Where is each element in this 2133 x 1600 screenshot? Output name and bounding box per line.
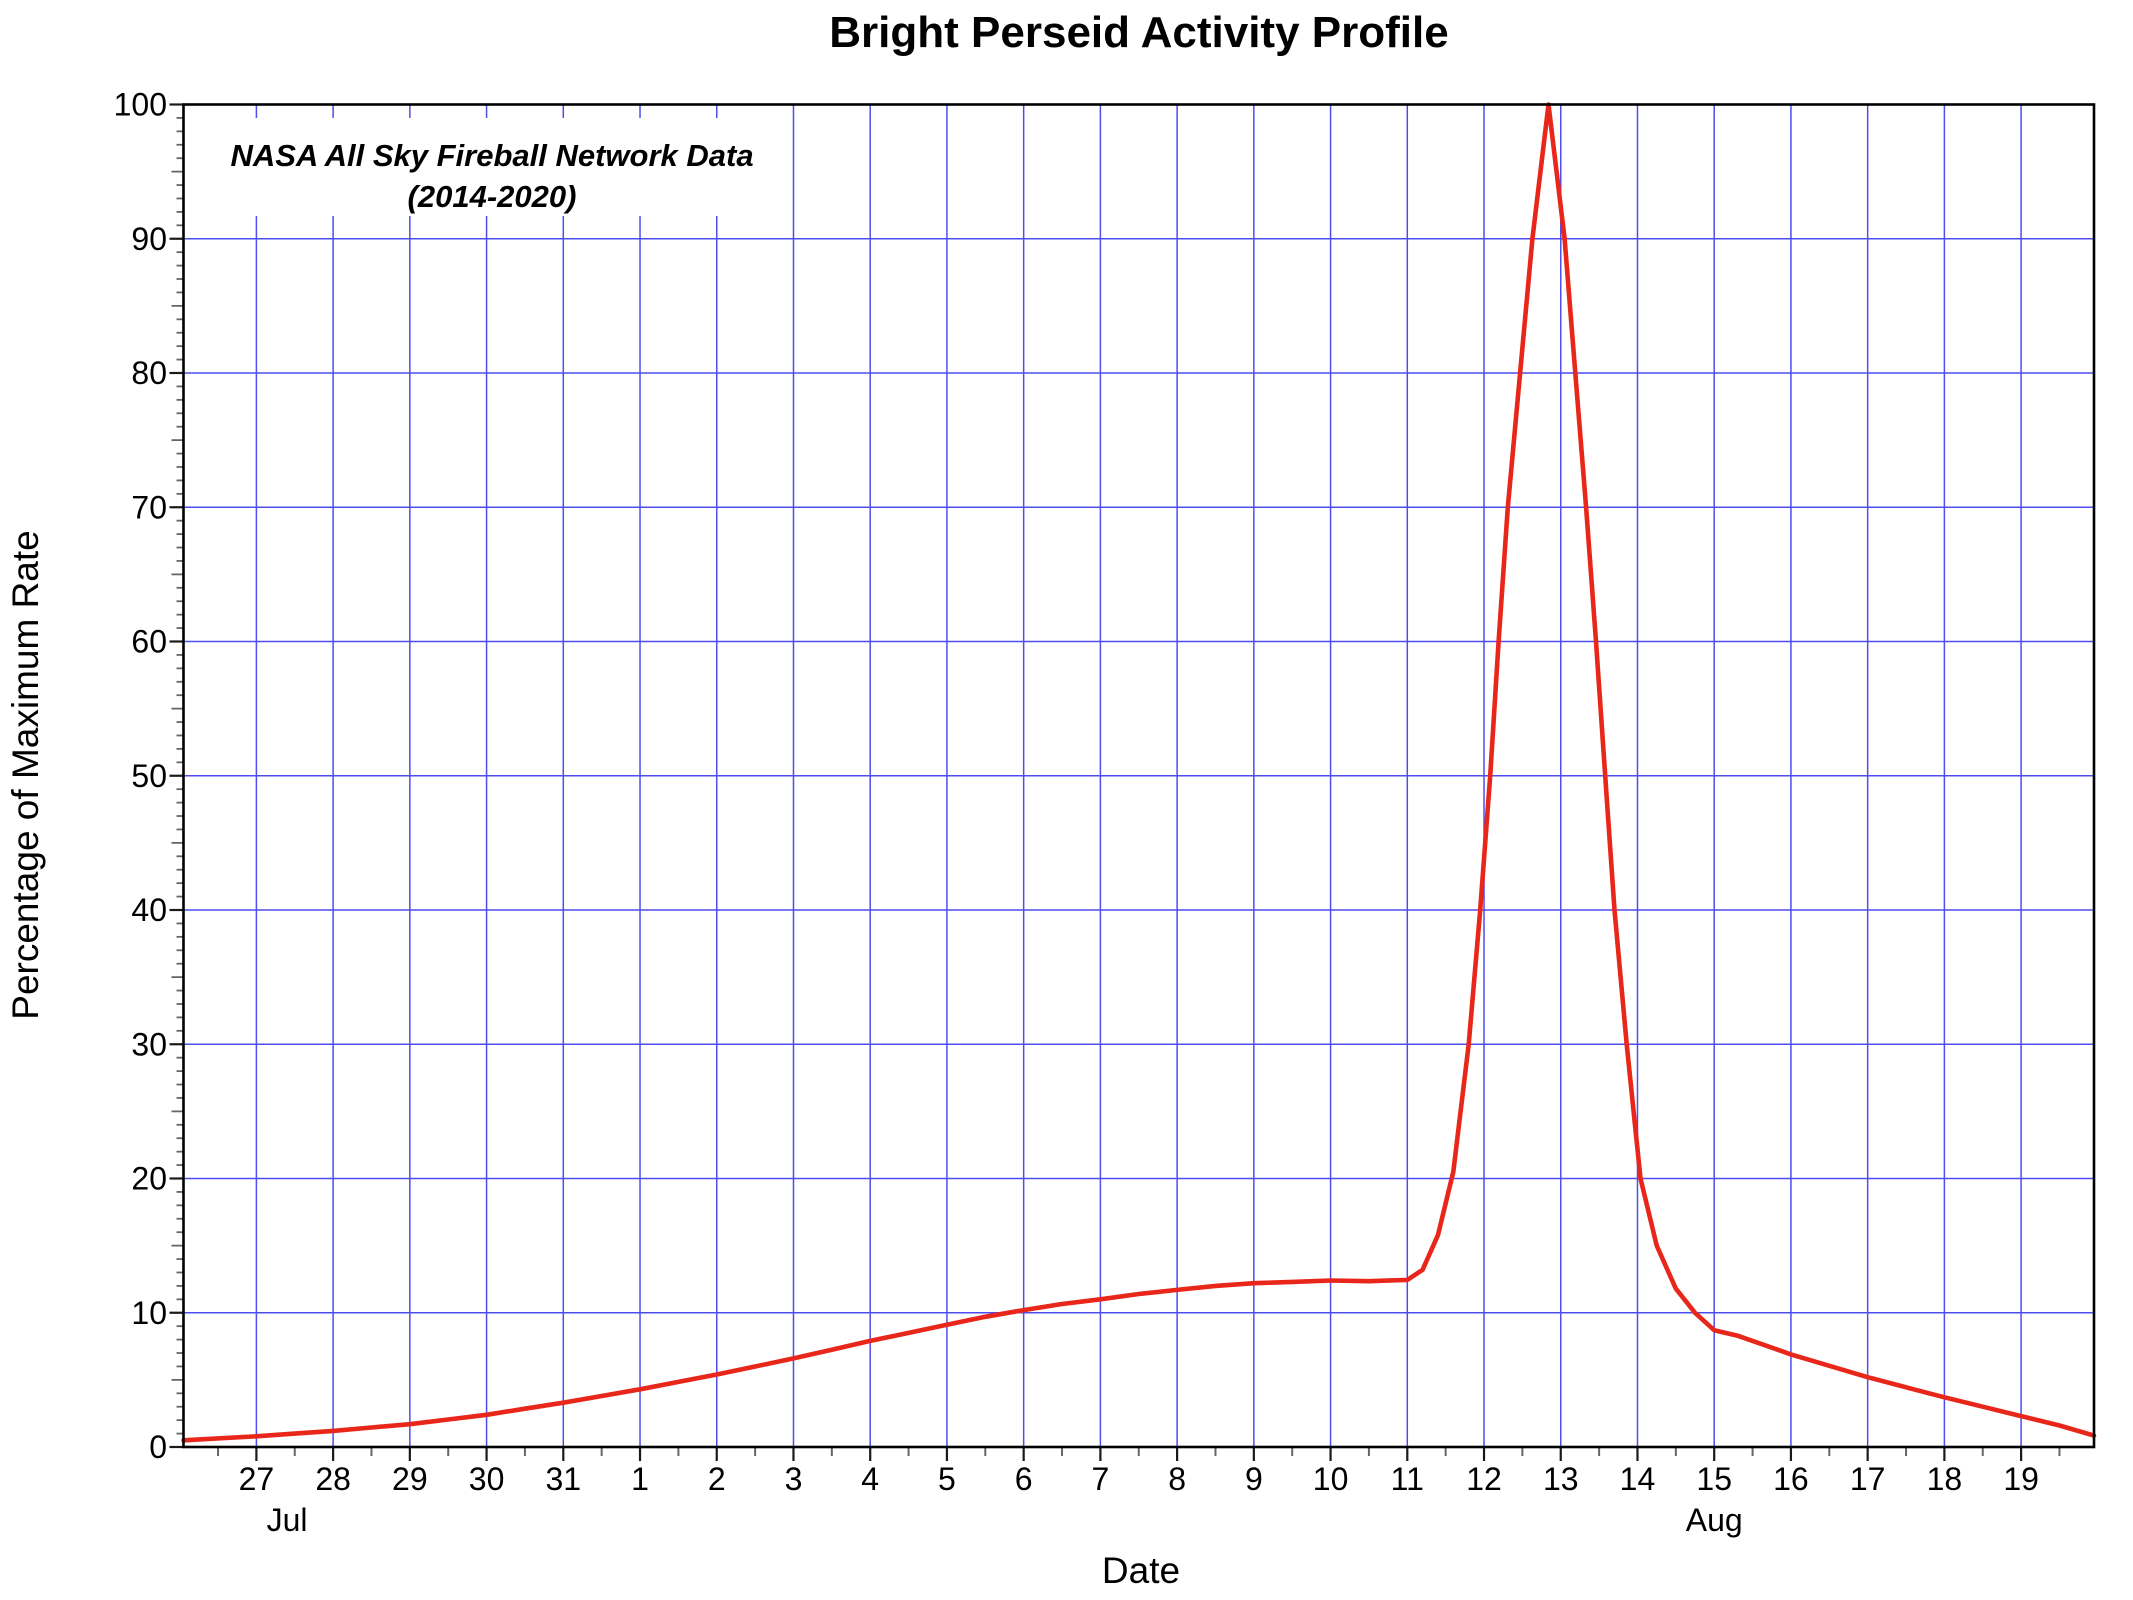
x-tick-label: 9 bbox=[1245, 1461, 1263, 1497]
tick-labels: 27 28 29 30 31 1 2 3 4 5 6 7 8 9 10 11 12 13 14 15 16 17 18 19J… bbox=[114, 87, 2039, 1539]
x-tick-label: 3 bbox=[785, 1461, 803, 1497]
y-axis-title: Percentage of Maximum Rate bbox=[5, 530, 46, 1019]
annotation-line-1: NASA All Sky Fireball Network Data bbox=[230, 138, 753, 173]
grid bbox=[183, 104, 2094, 1447]
annotation-line-2: (2014-2020) bbox=[408, 179, 577, 214]
y-tick-label: 10 bbox=[131, 1295, 167, 1331]
x-tick-label: 12 bbox=[1466, 1461, 1502, 1497]
data-series bbox=[181, 102, 2097, 1443]
y-tick-label: 100 bbox=[114, 87, 167, 123]
y-tick-label: 70 bbox=[131, 489, 167, 525]
plot-border bbox=[182, 103, 2096, 1449]
x-axis-title: Date bbox=[1102, 1550, 1180, 1591]
y-tick-label: 60 bbox=[131, 624, 167, 660]
x-tick-label: 27 bbox=[239, 1461, 275, 1497]
y-tick-label: 30 bbox=[131, 1026, 167, 1062]
x-tick-label: 15 bbox=[1696, 1461, 1732, 1497]
x-tick-label: 19 bbox=[2003, 1461, 2039, 1497]
x-tick-label: 7 bbox=[1091, 1461, 1109, 1497]
y-tick-label: 90 bbox=[131, 221, 167, 257]
y-tick-label: 50 bbox=[131, 758, 167, 794]
x-tick-label: 5 bbox=[938, 1461, 956, 1497]
x-tick-label: 14 bbox=[1620, 1461, 1656, 1497]
y-tick-label: 40 bbox=[131, 892, 167, 928]
y-tick-label: 80 bbox=[131, 355, 167, 391]
x-tick-label: 31 bbox=[546, 1461, 582, 1497]
x-tick-label: 29 bbox=[392, 1461, 428, 1497]
y-tick-label: 0 bbox=[149, 1429, 167, 1465]
annotation-background bbox=[200, 118, 790, 216]
axis-ticks bbox=[169, 103, 2061, 1461]
x-tick-label: 11 bbox=[1391, 1461, 1424, 1497]
x-tick-label: 30 bbox=[469, 1461, 505, 1497]
x-tick-label: 16 bbox=[1773, 1461, 1809, 1497]
y-tick-label: 20 bbox=[131, 1161, 167, 1197]
x-tick-label: 17 bbox=[1850, 1461, 1886, 1497]
x-tick-label: 18 bbox=[1927, 1461, 1963, 1497]
x-tick-label: 28 bbox=[315, 1461, 351, 1497]
x-tick-label: 6 bbox=[1015, 1461, 1033, 1497]
chart-title: Bright Perseid Activity Profile bbox=[829, 8, 1448, 57]
month-label: Aug bbox=[1686, 1502, 1743, 1538]
x-tick-label: 10 bbox=[1313, 1461, 1349, 1497]
x-tick-label: 2 bbox=[708, 1461, 726, 1497]
month-label: Jul bbox=[267, 1502, 308, 1538]
x-tick-label: 1 bbox=[631, 1461, 649, 1497]
x-tick-label: 8 bbox=[1168, 1461, 1186, 1497]
x-tick-label: 4 bbox=[861, 1461, 879, 1497]
x-tick-label: 13 bbox=[1543, 1461, 1579, 1497]
activity-curve bbox=[181, 102, 2097, 1443]
